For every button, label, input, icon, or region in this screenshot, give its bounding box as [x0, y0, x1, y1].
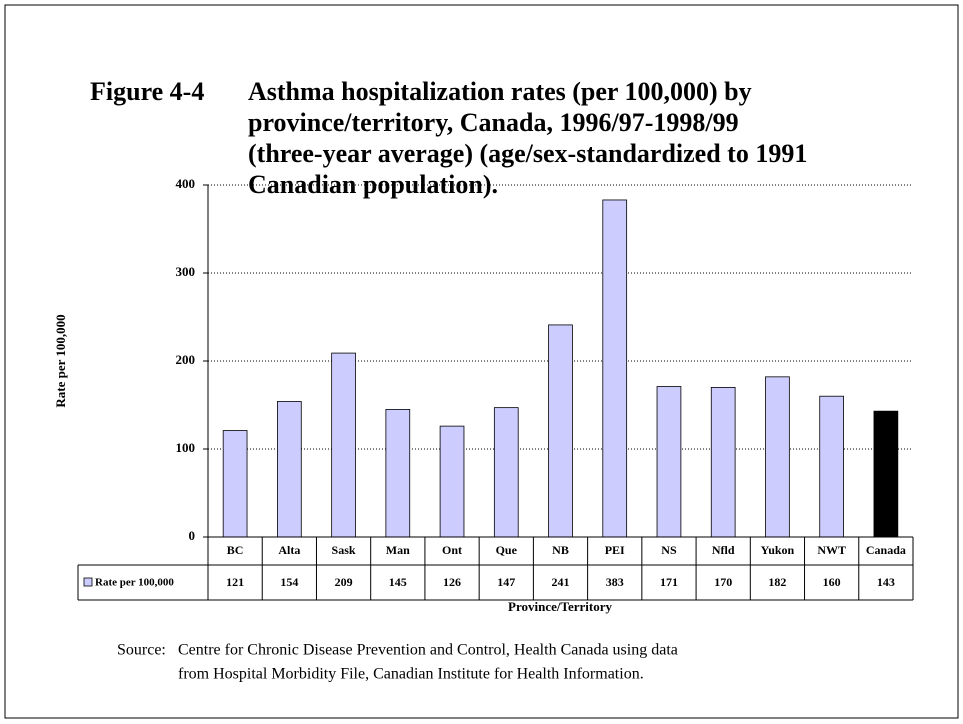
- table-value: 160: [823, 575, 841, 589]
- x-tick-label: Que: [496, 543, 518, 557]
- table-value: 143: [877, 575, 895, 589]
- x-tick-label: Canada: [866, 543, 906, 557]
- table-value: 241: [552, 575, 570, 589]
- source-label: Source:: [117, 642, 166, 659]
- chart-title: (three-year average) (age/sex-standardiz…: [248, 139, 807, 168]
- x-tick-label: Nfld: [712, 543, 735, 557]
- table-value: 145: [389, 575, 407, 589]
- bar: [819, 395, 844, 538]
- bar: [222, 430, 248, 538]
- chart-title: province/territory, Canada, 1996/97-1998…: [248, 108, 739, 137]
- bar: [439, 425, 465, 538]
- frame: [4, 4, 959, 719]
- table-value: 147: [497, 575, 515, 589]
- x-tick-label: PEI: [605, 543, 625, 557]
- chart-title: Asthma hospitalization rates (per 100,00…: [248, 77, 752, 106]
- bar: [765, 376, 790, 538]
- x-tick-label: NWT: [817, 543, 846, 557]
- y-tick-label: 100: [176, 440, 196, 455]
- table-value: 126: [443, 575, 461, 589]
- x-tick-label: Yukon: [761, 543, 795, 557]
- legend-key: [83, 577, 93, 587]
- x-tick-label: Man: [386, 543, 410, 557]
- bar: [277, 401, 302, 538]
- x-tick-label: Ont: [442, 543, 462, 557]
- x-tick-label: NS: [661, 543, 677, 557]
- y-tick-label: 300: [176, 264, 196, 279]
- table-value: 171: [660, 575, 678, 589]
- bar: [548, 324, 573, 538]
- x-tick-label: Alta: [278, 543, 300, 557]
- figure-label: Figure 4-4: [90, 77, 204, 106]
- table-value: 154: [280, 575, 298, 589]
- x-axis-label: Province/Territory: [508, 599, 612, 614]
- x-tick-label: BC: [227, 543, 244, 557]
- bar: [385, 408, 411, 538]
- bar: [331, 352, 356, 538]
- x-tick-label: Sask: [332, 543, 356, 557]
- bar: [710, 386, 736, 538]
- bar: [656, 386, 682, 538]
- source-text: Centre for Chronic Disease Prevention an…: [178, 642, 678, 659]
- bar: [873, 410, 899, 538]
- table-value: 121: [226, 575, 244, 589]
- table-value: 383: [606, 575, 624, 589]
- table-value: 209: [335, 575, 353, 589]
- y-tick-label: 200: [176, 352, 196, 367]
- bar: [602, 199, 628, 538]
- source-text: from Hospital Morbidity File, Canadian I…: [178, 666, 644, 683]
- legend-label: Rate per 100,000: [95, 577, 174, 589]
- y-axis-label: Rate per 100,000: [53, 314, 68, 407]
- x-tick-label: NB: [552, 543, 569, 557]
- table-value: 182: [768, 575, 786, 589]
- bar: [493, 407, 519, 538]
- y-tick-label: 400: [176, 176, 196, 191]
- y-tick-label: 0: [189, 528, 196, 543]
- table-value: 170: [714, 575, 732, 589]
